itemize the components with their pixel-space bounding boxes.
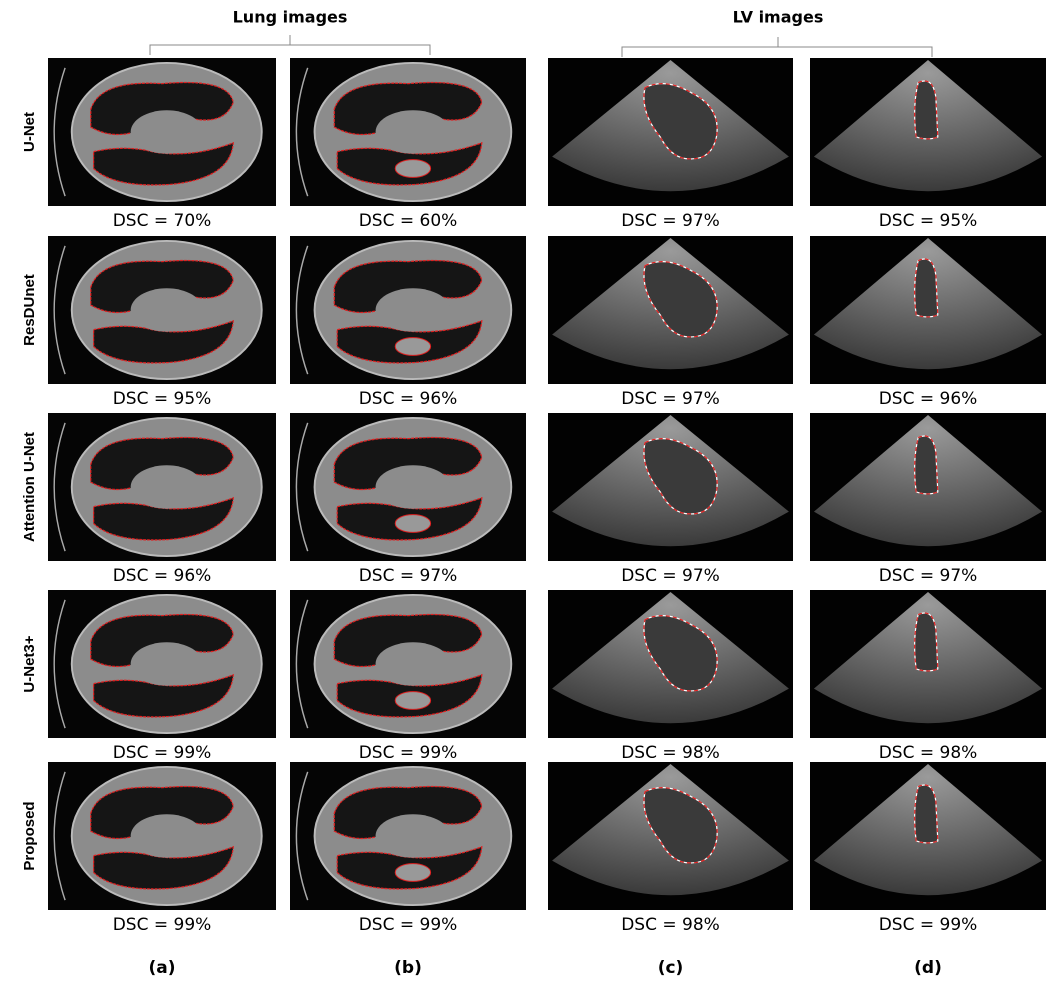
lung-bracket [150, 35, 430, 55]
dsc-label: DSC = 98% [621, 915, 720, 935]
method-label: Attention U-Net [21, 432, 38, 542]
heart [131, 110, 203, 153]
segmentation-image [810, 590, 1046, 738]
dsc-label: DSC = 95% [879, 211, 978, 231]
mass [395, 692, 430, 710]
lv-cavity [915, 785, 938, 843]
method-label: U-Net3+ [21, 635, 38, 692]
heart [376, 642, 451, 685]
dsc-label: DSC = 96% [359, 389, 458, 409]
column-label: (a) [148, 958, 175, 978]
segmentation-image [290, 236, 526, 384]
heart [131, 814, 203, 857]
dsc-label: DSC = 97% [621, 566, 720, 586]
heart [131, 642, 203, 685]
dsc-label: DSC = 99% [359, 743, 458, 763]
segmentation-image [48, 413, 276, 561]
heart [376, 288, 451, 331]
segmentation-image [810, 236, 1046, 384]
segmentation-image [290, 58, 526, 206]
method-label: U-Net [21, 112, 38, 152]
dsc-label: DSC = 99% [113, 915, 212, 935]
mass [395, 864, 430, 882]
lv-cavity [915, 81, 938, 139]
column-label: (b) [394, 958, 422, 978]
dsc-label: DSC = 97% [359, 566, 458, 586]
dsc-label: DSC = 95% [113, 389, 212, 409]
segmentation-image [290, 590, 526, 738]
mass [395, 160, 430, 178]
heart [376, 110, 451, 153]
dsc-label: DSC = 97% [879, 566, 978, 586]
segmentation-image [548, 590, 793, 738]
dsc-label: DSC = 99% [879, 915, 978, 935]
dsc-label: DSC = 97% [621, 211, 720, 231]
group-label: Lung images [233, 8, 348, 27]
heart [131, 465, 203, 508]
heart [131, 288, 203, 331]
dsc-label: DSC = 99% [359, 915, 458, 935]
dsc-label: DSC = 98% [879, 743, 978, 763]
figure: Lung images LV images U-Net DSC = 70% DSC … [0, 0, 1051, 982]
dsc-label: DSC = 60% [359, 211, 458, 231]
column-label: (d) [914, 958, 942, 978]
dsc-label: DSC = 98% [621, 743, 720, 763]
segmentation-image [810, 762, 1046, 910]
segmentation-image [48, 58, 276, 206]
group-label: LV images [733, 8, 824, 27]
segmentation-image [548, 413, 793, 561]
mass [395, 515, 430, 533]
dsc-label: DSC = 96% [113, 566, 212, 586]
dsc-label: DSC = 96% [879, 389, 978, 409]
dsc-label: DSC = 70% [113, 211, 212, 231]
dsc-label: DSC = 99% [113, 743, 212, 763]
segmentation-image [290, 413, 526, 561]
segmentation-image [290, 762, 526, 910]
lv-bracket [622, 37, 932, 57]
mass [395, 338, 430, 356]
heart [376, 814, 451, 857]
method-label: ResDUnet [21, 274, 38, 346]
dsc-label: DSC = 97% [621, 389, 720, 409]
segmentation-image [548, 236, 793, 384]
lv-cavity [915, 259, 938, 317]
lv-cavity [915, 436, 938, 494]
segmentation-image [48, 762, 276, 910]
segmentation-image [548, 762, 793, 910]
method-label: Proposed [21, 801, 38, 870]
segmentation-image [48, 236, 276, 384]
column-label: (c) [658, 958, 684, 978]
segmentation-image [548, 58, 793, 206]
segmentation-image [48, 590, 276, 738]
segmentation-image [810, 58, 1046, 206]
segmentation-image [810, 413, 1046, 561]
lv-cavity [915, 613, 938, 671]
heart [376, 465, 451, 508]
